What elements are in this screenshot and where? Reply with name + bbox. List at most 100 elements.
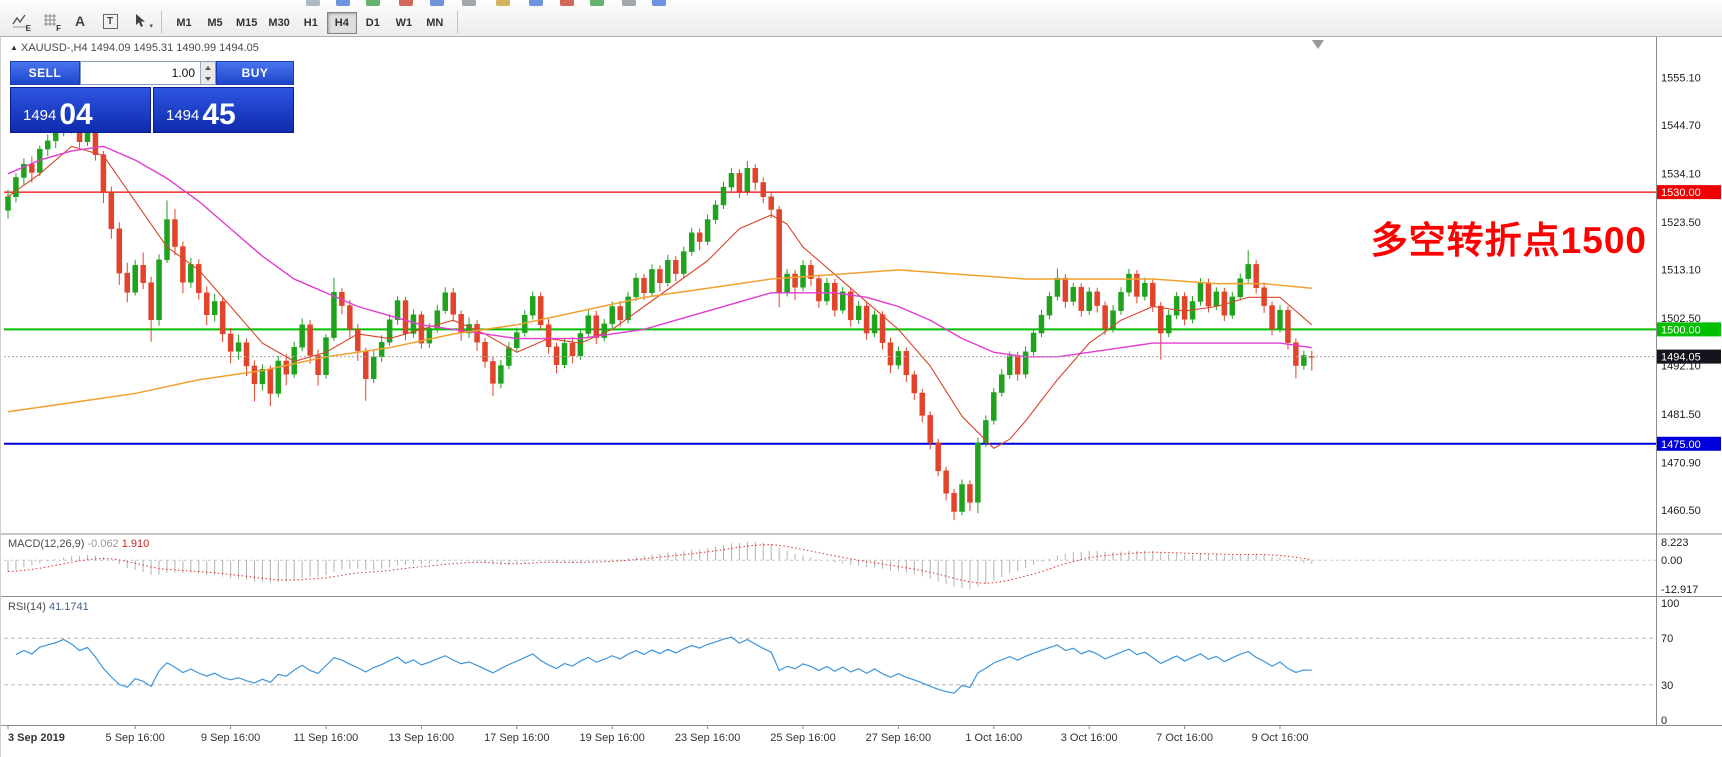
svg-text:1513.10: 1513.10 — [1661, 264, 1701, 276]
svg-text:9 Sep 16:00: 9 Sep 16:00 — [201, 732, 260, 744]
rsi-value: 41.1741 — [48, 601, 89, 613]
ma-fast — [7, 145, 1313, 449]
timeframe-m30[interactable]: M30 — [263, 12, 294, 34]
svg-text:9 Oct 16:00: 9 Oct 16:00 — [1252, 732, 1309, 744]
volume-down-button[interactable] — [201, 73, 215, 84]
ask-price[interactable]: 1494 45 — [153, 87, 294, 133]
one-click-trading-panel: SELL 1.00 BUY 1494 04 1494 45 — [10, 61, 294, 133]
svg-text:3 Sep 2019: 3 Sep 2019 — [8, 732, 65, 744]
clipped-icon[interactable] — [306, 0, 320, 6]
svg-text:5 Sep 16:00: 5 Sep 16:00 — [106, 732, 165, 744]
buy-button[interactable]: BUY — [216, 61, 294, 85]
svg-text:1460.50: 1460.50 — [1661, 505, 1701, 517]
timeframe-w1[interactable]: W1 — [389, 12, 419, 34]
svg-text:1470.90: 1470.90 — [1661, 458, 1701, 470]
time-axis[interactable] — [0, 725, 1656, 757]
svg-text:3 Oct 16:00: 3 Oct 16:00 — [1061, 732, 1118, 744]
clipped-icon[interactable] — [366, 0, 380, 6]
clipped-icon[interactable] — [496, 0, 510, 6]
macd-main-value: -0.062 — [87, 538, 119, 550]
svg-text:1475.00: 1475.00 — [1661, 439, 1701, 451]
clipped-icon[interactable] — [529, 0, 543, 6]
main-toolbar: E F A T ▾ M1 M5 M15 M30 H1 H4 D1 W1 MN — [0, 0, 1722, 37]
svg-text:1502.50: 1502.50 — [1661, 313, 1701, 325]
clipped-icon[interactable] — [590, 0, 604, 6]
bid-price-small: 1494 — [23, 107, 57, 124]
svg-text:1481.50: 1481.50 — [1661, 409, 1701, 421]
svg-text:11 Sep 16:00: 11 Sep 16:00 — [294, 732, 359, 744]
ask-price-small: 1494 — [166, 107, 200, 124]
svg-text:1500.00: 1500.00 — [1661, 324, 1701, 336]
clipped-icon[interactable] — [652, 0, 666, 6]
clipped-toolbar-icons — [0, 0, 1722, 7]
text-label-tool-icon[interactable]: T — [96, 8, 124, 34]
timeframe-h1[interactable]: H1 — [296, 12, 326, 34]
svg-text:1494.05: 1494.05 — [1661, 352, 1701, 364]
timeframe-m5[interactable]: M5 — [200, 12, 230, 34]
chart-text-annotation[interactable]: 多空转折点1500 — [1370, 220, 1647, 261]
clipped-icon[interactable] — [336, 0, 350, 6]
chart-profile-e-icon[interactable]: E — [6, 8, 34, 34]
svg-text:70: 70 — [1661, 633, 1673, 645]
cursor-tool-icon[interactable]: ▾ — [126, 8, 154, 34]
price-axis[interactable] — [1657, 37, 1722, 725]
clipped-icon[interactable] — [430, 0, 444, 6]
svg-text:13 Sep 16:00: 13 Sep 16:00 — [389, 732, 454, 744]
svg-text:1555.10: 1555.10 — [1661, 72, 1701, 84]
svg-text:8.223: 8.223 — [1661, 537, 1689, 549]
svg-text:0: 0 — [1661, 715, 1667, 727]
volume-input[interactable]: 1.00 — [80, 61, 216, 85]
down-arrow-icon — [205, 76, 211, 81]
svg-text:7 Oct 16:00: 7 Oct 16:00 — [1156, 732, 1213, 744]
chart-shift-marker-icon — [1312, 40, 1324, 49]
timeframe-d1[interactable]: D1 — [358, 12, 388, 34]
volume-up-button[interactable] — [201, 62, 215, 73]
font-tool-icon[interactable]: A — [66, 8, 94, 34]
tool-button-group: E F A T ▾ — [6, 8, 154, 34]
letter-f: F — [56, 24, 61, 33]
volume-value: 1.00 — [171, 66, 195, 80]
ohlc-values: 1494.09 1495.31 1490.99 1494.05 — [90, 42, 259, 54]
svg-text:0.00: 0.00 — [1661, 555, 1682, 567]
macd-signal-line — [7, 544, 1312, 584]
svg-text:-12.917: -12.917 — [1661, 584, 1698, 596]
clipped-icon[interactable] — [622, 0, 636, 6]
clipped-icon[interactable] — [462, 0, 476, 6]
macd-title: MACD(12,26,9) — [8, 538, 85, 550]
timeframe-m1[interactable]: M1 — [169, 12, 199, 34]
macd-indicator-label: MACD(12,26,9) -0.062 1.910 — [8, 538, 149, 550]
clipped-icon[interactable] — [399, 0, 413, 6]
bid-price-big: 04 — [59, 97, 93, 131]
grid-profile-f-icon[interactable]: F — [36, 8, 64, 34]
ask-price-big: 45 — [202, 97, 236, 131]
rsi-indicator-label: RSI(14) 41.1741 — [8, 601, 89, 613]
toolbar-separator — [456, 11, 458, 33]
rsi-line — [15, 636, 1312, 694]
bid-price[interactable]: 1494 04 — [10, 87, 151, 133]
window-marker-icon: ▲ — [10, 43, 18, 52]
ma-slow — [7, 269, 1312, 413]
sell-button[interactable]: SELL — [10, 61, 80, 85]
svg-text:1534.10: 1534.10 — [1661, 168, 1701, 180]
letter-t: T — [102, 13, 118, 29]
timeframe-mn[interactable]: MN — [420, 12, 450, 34]
svg-text:1 Oct 16:00: 1 Oct 16:00 — [965, 732, 1022, 744]
toolbar-separator — [161, 11, 162, 33]
svg-text:100: 100 — [1661, 598, 1679, 610]
clipped-icon[interactable] — [560, 0, 574, 6]
symbol-timeframe: XAUUSD-,H4 — [20, 42, 88, 54]
svg-text:1523.50: 1523.50 — [1661, 217, 1701, 229]
svg-text:17 Sep 16:00: 17 Sep 16:00 — [484, 732, 549, 744]
letter-a: A — [74, 13, 86, 29]
macd-signal-value: 1.910 — [121, 538, 150, 550]
rsi-title: RSI(14) — [8, 601, 46, 613]
timeframe-button-group: M1 M5 M15 M30 H1 H4 D1 W1 MN — [169, 12, 450, 34]
up-arrow-icon — [205, 65, 211, 70]
timeframe-m15[interactable]: M15 — [231, 12, 262, 34]
chart-ohlc-header: ▲ XAUUSD-,H4 1494.09 1495.31 1490.99 149… — [10, 42, 259, 54]
svg-text:19 Sep 16:00: 19 Sep 16:00 — [579, 732, 644, 744]
timeframe-h4[interactable]: H4 — [326, 12, 357, 34]
svg-text:1544.70: 1544.70 — [1661, 120, 1701, 132]
ma-mid — [7, 145, 1312, 358]
